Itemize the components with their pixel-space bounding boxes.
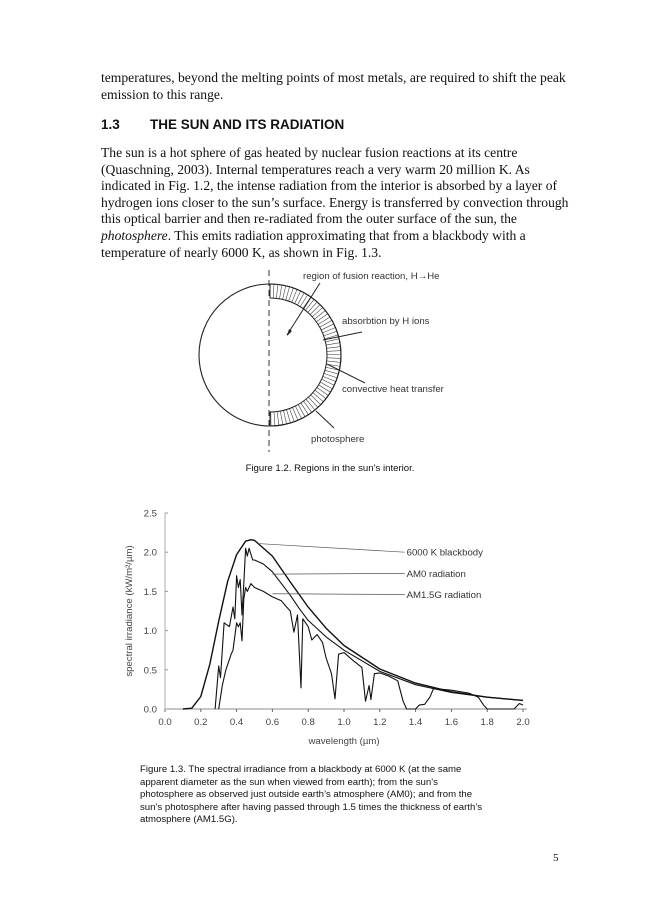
label-absorption: absorbtion by H ions [342,316,430,327]
photosphere-term: photosphere [101,227,168,243]
y-tick-label: 2.0 [144,548,157,559]
series-line-am0 [214,547,524,710]
caption-line: photosphere as observed just outside ear… [140,789,473,801]
photosphere-leader [315,410,335,429]
figure-1-2-caption: Figure 1.2. Regions in the sun’s interio… [245,463,415,474]
convection-leader [326,363,366,384]
section-number: 1.3 [101,117,120,132]
paragraph-text-end: . This emits radiation approximating tha… [101,227,526,260]
section-heading: 1.3 THE SUN AND ITS RADIATION [101,117,344,132]
series-line-blackbody [182,539,524,710]
x-tick-label: 0.6 [266,717,279,728]
legend-leader [272,573,405,575]
y-tick-label: 0.0 [144,705,157,716]
x-tick-label: 0.8 [302,717,315,728]
x-axis-label: wavelength (µm) [307,736,379,747]
x-tick-label: 2.0 [516,717,529,728]
series-label: AM0 radiation [407,569,466,580]
legend-leader [258,543,405,553]
paragraph-text: The sun is a hot sphere of gas heated by… [101,145,569,227]
label-fusion: region of fusion reaction, H→He [303,271,440,282]
figure-1-3-caption: Figure 1.3. The spectral irradiance from… [140,764,482,827]
absorption-leader [322,331,363,341]
fusion-leader [286,282,321,336]
x-tick-label: 1.8 [481,717,494,728]
caption-line: sun’s photosphere after having passed th… [140,801,483,813]
y-tick-label: 2.5 [144,509,157,520]
x-tick-label: 1.0 [337,717,350,728]
caption-line: atmosphere (AM1.5G). [140,814,238,826]
page-number: 5 [553,852,559,864]
series-label: 6000 K blackbody [407,548,483,559]
y-tick-label: 1.0 [144,626,157,637]
y-axis-label: spectral irradiance (kW/m²/µm) [124,545,135,676]
sun-interior-diagram: region of fusion reaction, H→He absorbti… [198,270,445,452]
y-tick-label: 0.5 [144,665,157,676]
caption-line: Figure 1.3. The spectral irradiance from… [140,764,462,775]
x-tick-label: 0.0 [158,717,171,728]
y-tick-label: 1.5 [144,587,157,598]
label-photosphere: photosphere [311,434,364,445]
legend-leader [272,593,405,595]
x-tick-label: 1.4 [409,717,423,728]
intro-paragraph: temperatures, beyond the melting points … [101,70,566,102]
x-tick-label: 0.2 [194,717,207,728]
series-line-am15g [218,583,524,710]
spectral-irradiance-chart: 0.0 0.2 0.4 0.6 0.8 1.0 1.2 1.4 1.6 1.8 2.0 0.0 0.5 1… [124,509,530,748]
x-tick-label: 0.4 [230,717,244,728]
section-title: THE SUN AND ITS RADIATION [150,117,345,132]
x-tick-label: 1.2 [373,717,386,728]
series-label: AM1.5G radiation [407,590,482,601]
label-convection: convective heat transfer [342,384,445,395]
caption-line: apparent diameter as the sun when viewed… [140,776,438,788]
sun-outline [198,283,342,427]
body-paragraph: The sun is a hot sphere of gas heated by… [101,145,571,261]
x-tick-label: 1.6 [445,717,458,728]
